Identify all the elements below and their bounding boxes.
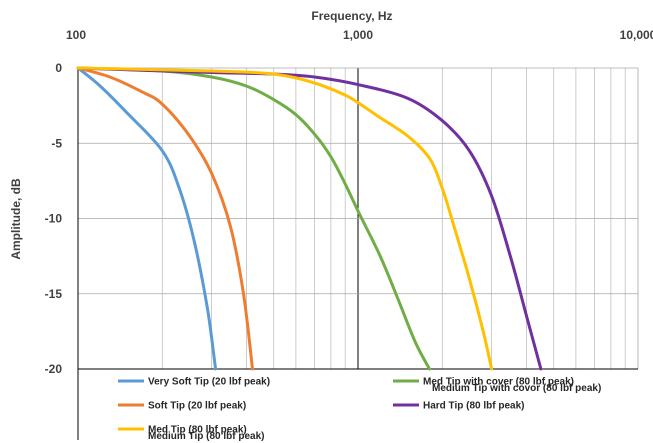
y-tick-label: -15 (45, 287, 63, 301)
legend: Very Soft Tip (20 lbf peak) Soft Tip (20 … (118, 377, 601, 442)
series-line (76, 66, 431, 371)
y-tick-label: 0 (55, 61, 62, 75)
legend-entry: Hard Tip (80 lbf peak) (423, 401, 525, 412)
y-tick-label: -20 (45, 362, 63, 376)
y-axis-title: Amplitude, dB (9, 178, 23, 260)
x-axis-title: Frequency, Hz (311, 9, 392, 23)
series-line (76, 66, 218, 371)
series-line (76, 66, 254, 371)
grid-lines (77, 67, 639, 440)
y-tick-label: -10 (45, 212, 63, 226)
legend-entry: Soft Tip (20 lbf peak) (148, 401, 246, 412)
x-tick-label: 100 (66, 28, 86, 42)
x-tick-label: 10,000 (620, 28, 653, 42)
legend-entry: Med Tip (80 lbf peak) (148, 425, 247, 436)
series-lines (76, 66, 543, 371)
legend-entry: Med Tip with cover (80 lbf peak) (423, 377, 574, 388)
tick-labels: 100 1,000 10,000 0 -5 -10 -15 -20 (45, 28, 653, 376)
legend-overlay-label: Medium Tip (80 lbf peak) (148, 431, 265, 442)
y-tick-label: -5 (51, 136, 62, 150)
legend-overlay-label: Medium Tip with covor (80 lbf peak) (432, 383, 601, 394)
legend-entry: Very Soft Tip (20 lbf peak) (148, 377, 270, 388)
series-line (76, 66, 494, 371)
x-tick-label: 1,000 (343, 28, 373, 42)
